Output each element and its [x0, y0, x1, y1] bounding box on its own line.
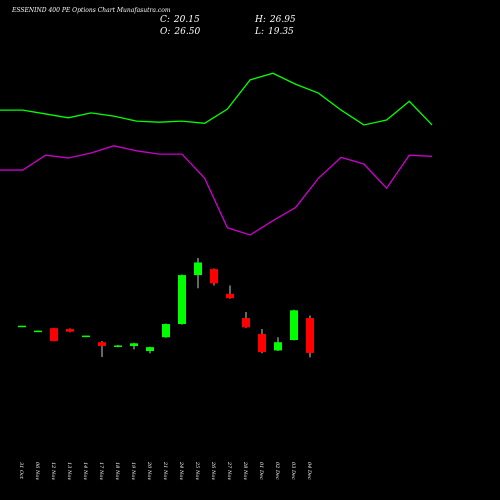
x-tick-label: 03 Dec [290, 462, 296, 480]
x-tick-label: 27 Nov [226, 461, 232, 480]
indicator-line [0, 145, 433, 236]
x-tick-label: 21 Nov [162, 461, 168, 480]
candle-body [194, 262, 202, 276]
candle-body [66, 329, 74, 332]
stat-value: 20.15 [173, 15, 200, 25]
candle-body [18, 325, 26, 328]
stat-value: 26.50 [173, 27, 200, 37]
candle-body [130, 343, 138, 347]
candle-body [162, 324, 170, 338]
indicator-line [0, 72, 433, 126]
x-tick-label: 24 Nov [178, 461, 184, 480]
candle-body [306, 318, 314, 353]
x-tick-label: 01 Dec [258, 462, 264, 480]
x-tick-label: 28 Nov [242, 461, 248, 480]
candle-body [50, 328, 58, 342]
x-tick-label: 12 Nov [50, 462, 56, 480]
candle-body [274, 342, 282, 351]
x-tick-label: 14 Nov [82, 462, 88, 480]
candle-body [146, 347, 154, 351]
x-tick-label: 13 Nov [66, 462, 72, 480]
x-tick-label: 26 Nov [210, 461, 216, 480]
stat: O: 26.50 [160, 27, 200, 37]
stat: L: 19.35 [254, 27, 294, 37]
chart-title: ESSENIND 400 PE Options Chart Munafasutr… [11, 7, 171, 14]
stat: C: 20.15 [160, 15, 200, 25]
candle-body [226, 293, 234, 299]
x-tick-label: 18 Nov [114, 462, 120, 480]
stat-label: L: [254, 27, 264, 37]
candle-body [34, 330, 42, 333]
x-tick-label: 17 Nov [98, 462, 104, 480]
stat-value: 19.35 [268, 27, 294, 37]
candle-body [178, 275, 186, 325]
stat-label: C: [160, 15, 170, 25]
x-tick-label: 31 Oct [18, 462, 24, 480]
candle-body [114, 345, 122, 347]
candle-body [258, 333, 266, 353]
candle-body [82, 335, 90, 338]
stat-value: 26.95 [269, 15, 296, 25]
stat-label: H: [254, 15, 266, 25]
x-tick-label: 02 Dec [274, 462, 280, 480]
candle-body [242, 318, 250, 328]
stat-label: O: [160, 27, 170, 37]
x-tick-label: 06 Nov [34, 462, 40, 480]
stat: H: 26.95 [254, 15, 296, 25]
candle-body [290, 310, 298, 340]
candle-body [98, 342, 106, 347]
x-tick-label: 25 Nov [194, 461, 200, 480]
x-tick-label: 04 Dec [306, 462, 312, 480]
x-tick-label: 19 Nov [130, 462, 136, 480]
candle-body [210, 269, 218, 284]
x-tick-label: 20 Nov [146, 461, 152, 480]
